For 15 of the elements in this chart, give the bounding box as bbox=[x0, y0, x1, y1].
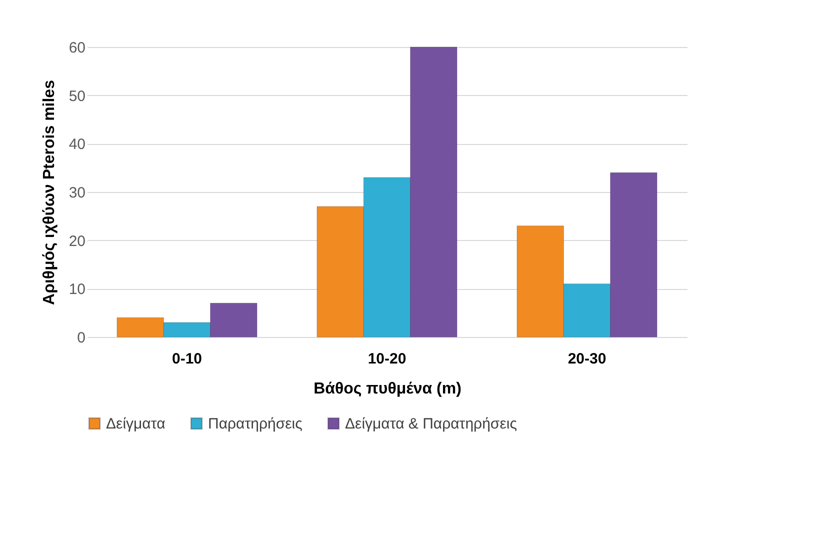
y-tick-label: 30 bbox=[68, 184, 86, 202]
y-tick-label: 50 bbox=[68, 88, 86, 105]
x-tick-label: 20-30 bbox=[568, 350, 606, 368]
legend-label: Δείγματα & Παρατηρήσεις bbox=[345, 416, 517, 433]
legend-label: Δείγματα bbox=[106, 416, 166, 433]
y-axis-title: Αριθμός ιχθύων Pterois miles bbox=[40, 80, 58, 305]
y-tick-label: 40 bbox=[68, 136, 86, 154]
y-tick-label: 10 bbox=[68, 281, 86, 298]
y-tick-label: 0 bbox=[77, 330, 86, 346]
x-tick-label: 10-20 bbox=[368, 350, 406, 368]
legend-label: Παρατηρήσεις bbox=[208, 416, 302, 433]
y-tick-label: 60 bbox=[68, 40, 86, 56]
x-axis-title: Βάθος πυθμένα (m) bbox=[314, 380, 462, 398]
x-tick-label: 0-10 bbox=[172, 350, 202, 368]
y-tick-label: 20 bbox=[68, 232, 86, 250]
